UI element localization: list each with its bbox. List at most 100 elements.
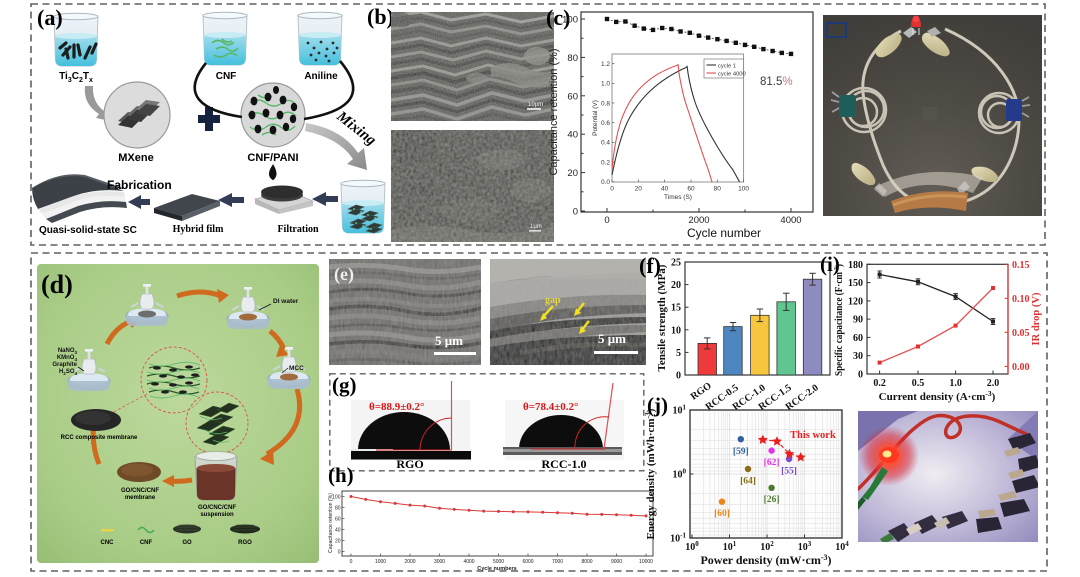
svg-text:Ti3C2Tx: Ti3C2Tx — [59, 71, 93, 84]
svg-text:8000: 8000 — [581, 559, 592, 565]
svg-text:0.00: 0.00 — [1012, 362, 1030, 373]
svg-text:1μm: 1μm — [530, 224, 542, 230]
svg-text:0.10: 0.10 — [1012, 294, 1030, 305]
svg-text:RCC-1.0: RCC-1.0 — [542, 457, 587, 471]
svg-text:Cycle number: Cycle number — [687, 226, 761, 240]
svg-text:60: 60 — [853, 333, 863, 344]
svg-text:gap: gap — [545, 295, 561, 306]
svg-text:(i): (i) — [820, 252, 840, 276]
svg-text:100: 100 — [738, 186, 749, 193]
svg-text:0: 0 — [604, 215, 609, 226]
svg-text:20: 20 — [567, 168, 578, 179]
svg-text:1.0: 1.0 — [601, 81, 610, 88]
svg-text:GO: GO — [182, 540, 192, 546]
svg-text:4000: 4000 — [780, 215, 801, 226]
svg-text:Specific capacitance (F·cm-3): Specific capacitance (F·cm-3) — [833, 264, 845, 376]
svg-text:θ=78.4±0.2°: θ=78.4±0.2° — [523, 401, 578, 413]
svg-text:DI water: DI water — [273, 298, 299, 305]
svg-text:2.0: 2.0 — [987, 378, 1000, 389]
svg-text:15: 15 — [671, 303, 681, 314]
svg-text:0: 0 — [338, 550, 341, 556]
svg-text:(h): (h) — [328, 467, 354, 487]
svg-text:0.0: 0.0 — [601, 179, 610, 186]
svg-text:0: 0 — [676, 371, 681, 382]
svg-text:(d): (d) — [41, 270, 73, 299]
svg-text:100: 100 — [673, 468, 687, 481]
svg-text:120: 120 — [848, 296, 863, 307]
svg-text:0.8: 0.8 — [601, 100, 610, 107]
svg-text:5 μm: 5 μm — [435, 333, 463, 348]
svg-text:80: 80 — [714, 186, 722, 193]
svg-text:This work: This work — [790, 430, 836, 441]
svg-text:MCC: MCC — [289, 365, 304, 372]
svg-text:0.6: 0.6 — [601, 120, 610, 127]
svg-text:10000: 10000 — [639, 559, 653, 565]
svg-text:0.15: 0.15 — [1012, 260, 1030, 271]
svg-text:3000: 3000 — [434, 559, 445, 565]
svg-text:NaNO3: NaNO3 — [58, 348, 78, 355]
svg-text:1.0: 1.0 — [949, 378, 962, 389]
svg-text:Current density (A·cm-3): Current density (A·cm-3) — [879, 389, 996, 403]
svg-text:2000: 2000 — [404, 559, 415, 565]
svg-text:Aniline: Aniline — [304, 71, 338, 82]
svg-text:KMnO4: KMnO4 — [57, 355, 78, 362]
svg-text:membrane: membrane — [125, 495, 156, 501]
svg-text:suspension: suspension — [200, 512, 234, 518]
svg-text:5: 5 — [676, 348, 681, 359]
svg-text:MXene: MXene — [118, 152, 153, 164]
svg-text:0: 0 — [573, 207, 578, 218]
svg-text:103: 103 — [798, 540, 812, 553]
svg-text:RCC composite membrane: RCC composite membrane — [61, 435, 138, 441]
svg-text:[59]: [59] — [733, 447, 749, 457]
svg-text:180: 180 — [848, 260, 863, 271]
svg-text:40: 40 — [567, 130, 578, 141]
svg-text:20: 20 — [335, 539, 341, 545]
svg-text:(j): (j) — [647, 393, 668, 417]
svg-text:(f): (f) — [639, 253, 661, 278]
svg-text:40: 40 — [335, 528, 341, 534]
svg-text:101: 101 — [673, 404, 687, 417]
svg-text:80: 80 — [567, 53, 578, 64]
svg-text:Capacitance retention (%): Capacitance retention (%) — [328, 493, 334, 553]
svg-text:10μm: 10μm — [528, 102, 543, 108]
svg-text:0.2: 0.2 — [601, 159, 610, 166]
svg-text:0.2: 0.2 — [873, 378, 886, 389]
svg-text:(c): (c) — [546, 5, 570, 30]
svg-text:Fabrication: Fabrication — [107, 178, 172, 192]
svg-text:2000: 2000 — [688, 215, 709, 226]
svg-text:[62]: [62] — [764, 458, 780, 468]
svg-text:5 μm: 5 μm — [598, 331, 626, 346]
svg-text:60: 60 — [335, 517, 341, 523]
svg-text:θ=88.9±0.2°: θ=88.9±0.2° — [369, 401, 424, 413]
svg-text:102: 102 — [760, 540, 774, 553]
svg-text:cycle 1: cycle 1 — [718, 64, 736, 70]
svg-text:60: 60 — [687, 186, 695, 193]
svg-text:Tensile strength (MPa): Tensile strength (MPa) — [656, 264, 668, 371]
svg-text:25: 25 — [671, 258, 681, 269]
svg-text:0.4: 0.4 — [601, 140, 610, 147]
svg-text:1000: 1000 — [375, 559, 386, 565]
svg-text:(g): (g) — [332, 373, 357, 397]
svg-text:Graphite: Graphite — [52, 362, 77, 368]
svg-text:6000: 6000 — [522, 559, 533, 565]
svg-text:Hybrid film: Hybrid film — [173, 224, 225, 235]
svg-text:CNF: CNF — [140, 540, 153, 546]
svg-text:60: 60 — [567, 91, 578, 102]
svg-text:104: 104 — [835, 540, 849, 553]
svg-text:0.5: 0.5 — [912, 378, 925, 389]
svg-text:0: 0 — [350, 559, 353, 565]
svg-text:GO/CNC/CNF: GO/CNC/CNF — [198, 505, 236, 511]
svg-text:9000: 9000 — [611, 559, 622, 565]
svg-text:150: 150 — [848, 278, 863, 289]
svg-text:100: 100 — [562, 15, 578, 26]
svg-text:cycle 4000: cycle 4000 — [718, 72, 746, 78]
svg-text:0: 0 — [610, 186, 614, 193]
svg-text:40: 40 — [661, 186, 669, 193]
svg-text:1.2: 1.2 — [601, 61, 610, 68]
svg-text:5000: 5000 — [493, 559, 504, 565]
svg-text:IR drop (V): IR drop (V) — [1031, 292, 1042, 345]
svg-text:20: 20 — [635, 186, 643, 193]
svg-text:7000: 7000 — [552, 559, 563, 565]
svg-text:CNF/PANI: CNF/PANI — [247, 152, 298, 164]
svg-text:Filtration: Filtration — [277, 224, 319, 235]
